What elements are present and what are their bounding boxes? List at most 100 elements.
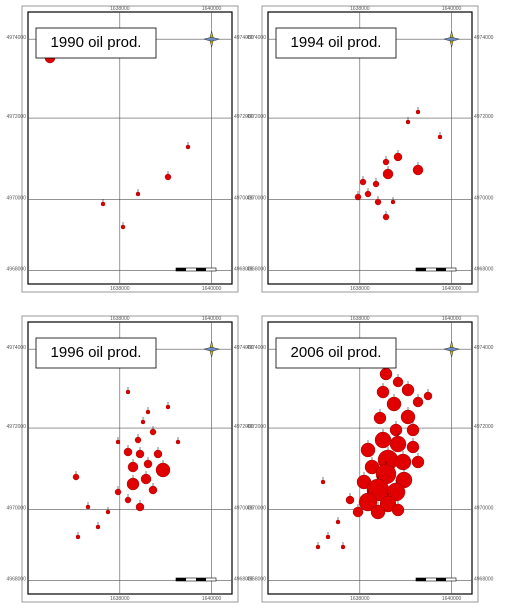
well-symbol bbox=[114, 488, 122, 496]
well-symbol bbox=[345, 495, 355, 505]
north-arrow bbox=[443, 31, 460, 48]
x-coord-label: 1638000 bbox=[350, 6, 370, 12]
well-symbol bbox=[411, 455, 425, 469]
y-coord-label: 4972000 bbox=[7, 114, 27, 120]
well-symbol bbox=[135, 191, 141, 197]
panel-border bbox=[21, 5, 239, 293]
well-symbol bbox=[143, 459, 153, 469]
x-coord-label: 1640000 bbox=[442, 316, 462, 322]
y-coord-label: 4974000 bbox=[247, 35, 267, 41]
well-symbol bbox=[372, 180, 380, 188]
well-symbol bbox=[75, 534, 81, 540]
scale-bar bbox=[436, 268, 446, 271]
y-coord-label: 4968000 bbox=[234, 576, 254, 582]
y-coord-label: 4974000 bbox=[7, 35, 27, 41]
y-coord-label: 4968000 bbox=[474, 266, 494, 272]
x-coord-label: 1638000 bbox=[350, 596, 370, 602]
map-panel: 1638000 1638000 1640000 1640000 4974000 49740… bbox=[247, 5, 494, 293]
x-coord-label: 1640000 bbox=[202, 316, 222, 322]
well-symbol bbox=[164, 173, 172, 181]
well-symbol bbox=[120, 224, 126, 230]
title-box bbox=[35, 27, 157, 59]
title-box bbox=[35, 337, 157, 369]
well-symbol bbox=[135, 502, 145, 512]
well-symbol bbox=[149, 428, 157, 436]
well-symbol bbox=[320, 479, 326, 485]
compass bbox=[203, 346, 220, 352]
well-symbol bbox=[373, 411, 387, 425]
well-symbol bbox=[379, 495, 397, 513]
well-symbol bbox=[389, 423, 403, 437]
well-symbol bbox=[134, 436, 142, 444]
well-symbol bbox=[400, 409, 416, 425]
y-coord-label: 4970000 bbox=[474, 506, 494, 512]
well-symbol bbox=[401, 383, 415, 397]
y-coord-label: 4968000 bbox=[234, 266, 254, 272]
map-panel: 1638000 1638000 1640000 1640000 4974000 49740… bbox=[247, 315, 494, 603]
x-coord-label: 1640000 bbox=[442, 286, 462, 292]
x-coord-label: 1640000 bbox=[442, 596, 462, 602]
y-coord-label: 4972000 bbox=[247, 114, 267, 120]
well-symbol bbox=[374, 198, 382, 206]
north-arrow bbox=[443, 341, 460, 358]
well-symbol bbox=[437, 134, 443, 140]
north-arrow bbox=[203, 341, 220, 358]
well-symbol bbox=[376, 385, 390, 399]
well-symbol bbox=[386, 396, 402, 412]
well-symbol bbox=[100, 201, 106, 207]
compass bbox=[443, 36, 460, 42]
well-symbol bbox=[140, 473, 152, 485]
well-symbol bbox=[359, 178, 367, 186]
well-symbol bbox=[382, 158, 390, 166]
panel-title: 1994 oil prod. bbox=[291, 34, 382, 51]
well-symbol bbox=[124, 496, 132, 504]
title-box bbox=[275, 337, 397, 369]
panel-border bbox=[261, 5, 479, 293]
well-symbol bbox=[145, 409, 151, 415]
well-symbol bbox=[406, 440, 420, 454]
y-coord-label: 4974000 bbox=[247, 345, 267, 351]
y-coord-label: 4972000 bbox=[7, 424, 27, 430]
y-coord-label: 4974000 bbox=[234, 345, 254, 351]
north-arrow bbox=[203, 31, 220, 48]
well-symbol bbox=[393, 152, 403, 162]
x-coord-label: 1638000 bbox=[110, 286, 130, 292]
well-symbol bbox=[405, 119, 411, 125]
well-symbol bbox=[140, 419, 146, 425]
panel-title: 2006 oil prod. bbox=[291, 344, 382, 361]
well-symbol bbox=[175, 439, 181, 445]
title-box bbox=[275, 27, 397, 59]
y-coord-label: 4970000 bbox=[247, 506, 267, 512]
well-symbol bbox=[115, 439, 121, 445]
well-symbol bbox=[382, 168, 394, 180]
panel-border bbox=[261, 315, 479, 603]
y-coord-label: 4974000 bbox=[7, 345, 27, 351]
scale-bar bbox=[176, 578, 186, 581]
well-symbol bbox=[127, 461, 139, 473]
x-coord-label: 1640000 bbox=[442, 6, 462, 12]
well-symbol bbox=[389, 435, 407, 453]
y-coord-label: 4970000 bbox=[474, 196, 494, 202]
map-panel: 1638000 1638000 1640000 1640000 4974000 49740… bbox=[7, 5, 254, 293]
well-symbol bbox=[123, 447, 133, 457]
y-coord-label: 4970000 bbox=[7, 506, 27, 512]
well-symbol bbox=[155, 462, 171, 478]
scale-bar bbox=[176, 268, 186, 271]
y-coord-label: 4972000 bbox=[234, 114, 254, 120]
panel-border bbox=[21, 315, 239, 603]
panel-title: 1996 oil prod. bbox=[51, 344, 142, 361]
y-coord-label: 4972000 bbox=[247, 424, 267, 430]
y-coord-label: 4968000 bbox=[247, 576, 267, 582]
well-symbol bbox=[352, 506, 364, 518]
well-symbol bbox=[315, 544, 321, 550]
y-coord-label: 4968000 bbox=[7, 266, 27, 272]
map-panel: 1638000 1638000 1640000 1640000 4974000 49740… bbox=[7, 315, 254, 603]
x-coord-label: 1638000 bbox=[350, 316, 370, 322]
well-symbol bbox=[370, 504, 386, 520]
scale-bar bbox=[436, 578, 446, 581]
y-coord-label: 4970000 bbox=[7, 196, 27, 202]
y-coord-label: 4968000 bbox=[7, 576, 27, 582]
y-coord-label: 4972000 bbox=[474, 424, 494, 430]
well-symbol bbox=[185, 144, 191, 150]
x-coord-label: 1640000 bbox=[202, 596, 222, 602]
